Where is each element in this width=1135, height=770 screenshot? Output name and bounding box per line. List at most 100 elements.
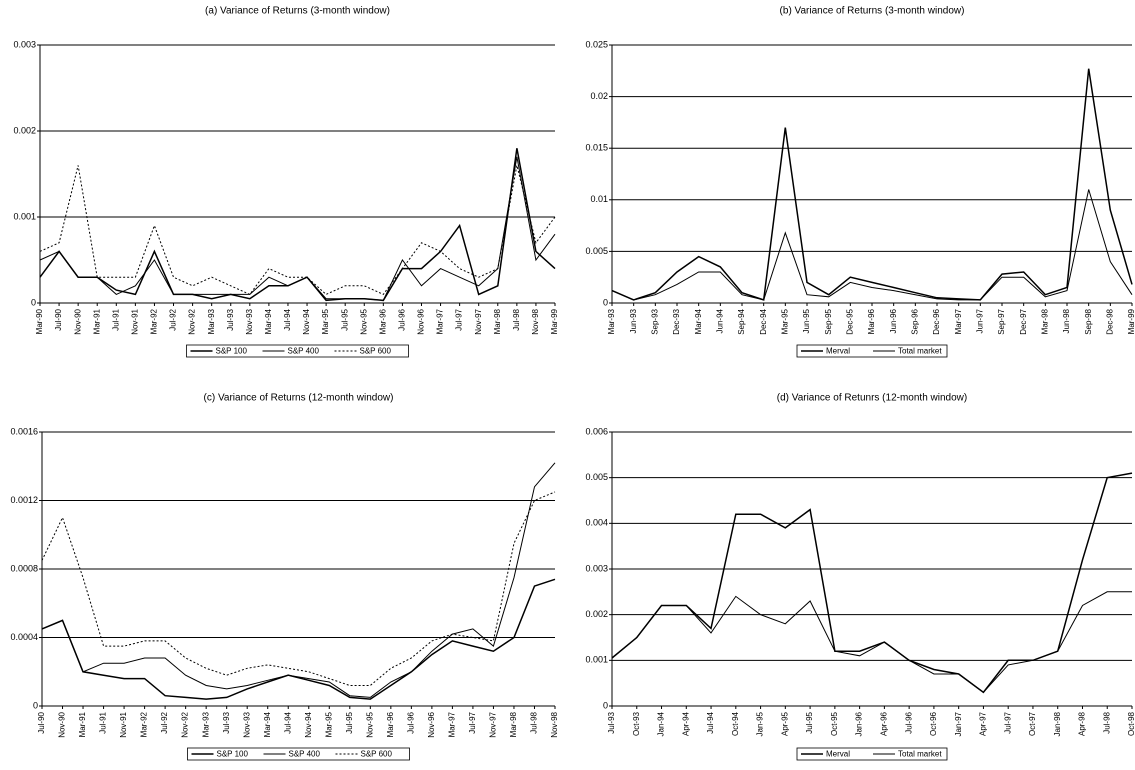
x-tick-label: Nov-91 [130, 308, 139, 334]
x-tick-label: Jul-93 [222, 711, 231, 733]
x-tick-label: Jan-96 [855, 711, 864, 736]
legend-label: Merval [826, 750, 850, 759]
x-tick-label: Nov-94 [304, 711, 313, 737]
x-tick-label: Jan-94 [657, 711, 666, 736]
y-tick-label: 0.015 [585, 143, 608, 153]
x-tick-label: Jul-98 [530, 711, 539, 733]
x-tick-label: Mar-97 [436, 308, 445, 334]
x-tick-label: Jul-96 [398, 308, 407, 330]
legend-label: S&P 400 [288, 347, 320, 356]
x-tick-label: Mar-94 [264, 308, 273, 334]
panel: (d) Variance of Retunrs (12-month window… [585, 393, 1135, 761]
x-tick-label: Nov-96 [427, 711, 436, 737]
x-tick-label: Mar-96 [867, 308, 876, 334]
series-line [611, 68, 1133, 301]
series-line [611, 472, 1133, 694]
x-tick-label: Jul-91 [99, 711, 108, 733]
x-tick-label: Jul-94 [706, 711, 715, 733]
series-line [41, 578, 556, 700]
chart-title: (a) Variance of Returns (3-month window) [205, 6, 390, 17]
x-tick-label: Jul-90 [54, 308, 63, 330]
x-tick-label: Mar-93 [201, 711, 210, 737]
y-tick-label: 0.006 [585, 426, 608, 436]
x-tick-label: Mar-92 [150, 308, 159, 334]
x-tick-label: Jul-97 [468, 711, 477, 733]
x-tick-label: Mar-98 [509, 711, 518, 737]
x-tick-label: Sep-98 [1084, 308, 1093, 334]
x-tick-label: Mar-98 [493, 308, 502, 334]
x-tick-label: Mar-93 [207, 308, 216, 334]
x-tick-label: Dec-94 [759, 308, 768, 334]
x-tick-label: Jul-92 [169, 308, 178, 330]
x-tick-label: Nov-91 [119, 711, 128, 737]
panel: (c) Variance of Returns (12-month window… [10, 393, 559, 761]
x-tick-label: Jan-95 [756, 711, 765, 736]
series-line [611, 591, 1132, 693]
x-tick-label: Mar-94 [694, 308, 703, 334]
x-tick-label: Dec-98 [1105, 308, 1114, 334]
x-tick-label: Sep-96 [910, 308, 919, 334]
y-tick-label: 0.025 [585, 39, 608, 49]
x-tick-label: Mar-98 [1040, 308, 1049, 334]
chart-title: (d) Variance of Retunrs (12-month window… [777, 393, 967, 404]
x-tick-label: Oct-93 [632, 711, 641, 736]
y-tick-label: 0.004 [585, 518, 608, 528]
legend-box [186, 344, 409, 358]
chart-title: (b) Variance of Returns (3-month window) [780, 6, 965, 17]
x-tick-label: Jul-94 [283, 711, 292, 733]
x-tick-label: Dec-95 [845, 308, 854, 334]
series-line [611, 189, 1133, 301]
x-tick-label: Jul-95 [340, 308, 349, 330]
x-tick-label: Apr-96 [879, 711, 888, 736]
y-tick-label: 0 [603, 700, 608, 710]
x-tick-label: Jul-95 [345, 711, 354, 733]
x-tick-label: Nov-90 [73, 308, 82, 334]
x-tick-label: Jul-93 [607, 711, 616, 733]
x-tick-label: Oct-96 [929, 711, 938, 736]
chart-title: (c) Variance of Returns (12-month window… [204, 393, 394, 404]
legend-label: Total market [898, 750, 942, 759]
x-tick-label: Nov-95 [365, 711, 374, 737]
legend-label: S&P 100 [217, 750, 249, 759]
x-tick-label: Jul-96 [406, 711, 415, 733]
x-tick-label: Oct-97 [1028, 711, 1037, 736]
x-tick-label: Nov-95 [359, 308, 368, 334]
y-tick-label: 0.002 [585, 609, 608, 619]
x-tick-label: Mar-97 [448, 711, 457, 737]
y-tick-label: 0.002 [13, 125, 36, 135]
y-tick-label: 0.003 [13, 39, 36, 49]
x-tick-label: Jul-91 [111, 308, 120, 330]
legend-label: S&P 100 [216, 347, 248, 356]
x-tick-label: Dec-97 [1019, 308, 1028, 334]
x-tick-label: Jul-97 [455, 308, 464, 330]
x-tick-label: Jun-93 [629, 308, 638, 333]
x-tick-label: Sep-93 [650, 308, 659, 334]
x-tick-label: Jun-96 [889, 308, 898, 333]
x-tick-label: Mar-95 [780, 308, 789, 334]
x-tick-label: Jan-97 [954, 711, 963, 736]
x-tick-label: Jun-98 [1062, 308, 1071, 333]
y-tick-label: 0.0008 [10, 563, 38, 573]
x-tick-label: Nov-98 [550, 711, 559, 737]
x-tick-label: Apr-94 [681, 711, 690, 736]
x-tick-label: Mar-99 [550, 308, 559, 334]
x-tick-label: Nov-98 [531, 308, 540, 334]
legend-label: S&P 600 [360, 347, 392, 356]
x-tick-label: Apr-97 [979, 711, 988, 736]
x-tick-label: Mar-96 [378, 308, 387, 334]
x-tick-label: Nov-97 [489, 711, 498, 737]
x-tick-label: Jul-93 [226, 308, 235, 330]
x-tick-label: Sep-97 [997, 308, 1006, 334]
y-tick-label: 0 [33, 700, 38, 710]
x-tick-label: Apr-95 [780, 711, 789, 736]
x-tick-label: Jan-98 [1053, 711, 1062, 736]
x-tick-label: Dec-96 [932, 308, 941, 334]
x-tick-label: Nov-94 [302, 308, 311, 334]
y-tick-label: 0.005 [585, 246, 608, 256]
y-tick-label: 0 [31, 297, 36, 307]
legend-box [796, 344, 948, 358]
x-tick-label: Mar-91 [78, 711, 87, 737]
y-tick-label: 0.0004 [10, 632, 38, 642]
x-tick-label: Mar-91 [92, 308, 101, 334]
x-tick-label: Jul-97 [1003, 711, 1012, 733]
